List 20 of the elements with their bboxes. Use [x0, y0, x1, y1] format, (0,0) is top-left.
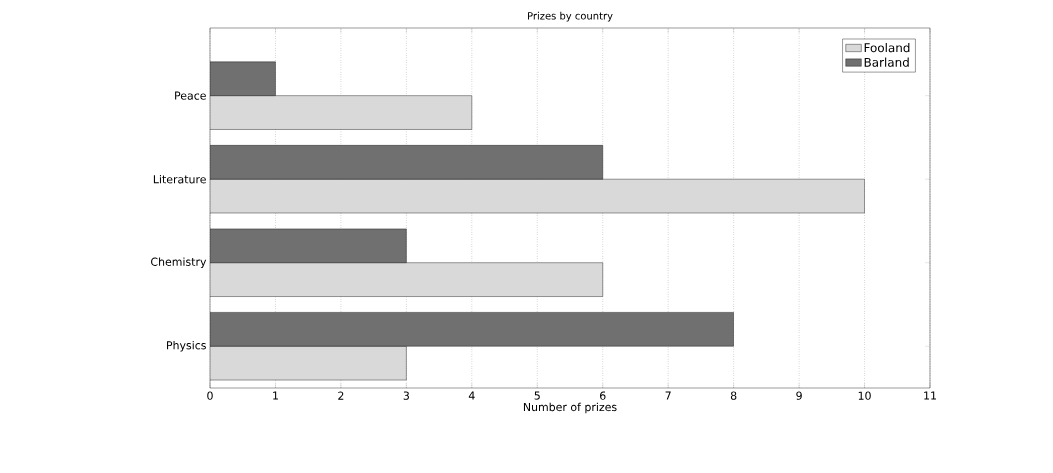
x-tick-label: 10: [858, 391, 871, 400]
x-tick-label: 4: [468, 391, 475, 400]
x-tick-label: 5: [534, 391, 540, 400]
chart-title: Prizes by country: [528, 11, 613, 22]
y-tick-label: Physics: [167, 340, 206, 352]
x-tick-label: 9: [796, 391, 802, 400]
x-axis-title: Number of prizes: [523, 402, 617, 414]
x-tick-label: 6: [600, 391, 606, 400]
x-tick-label: 1: [273, 391, 278, 400]
x-tick-label: 0: [207, 391, 213, 400]
x-tick-label: 3: [403, 391, 409, 400]
y-tick-label: Literature: [153, 174, 206, 184]
x-tick-label: 11: [924, 391, 936, 400]
legend-label: Barland: [864, 57, 909, 67]
y-tick-label: Peace: [175, 91, 206, 100]
x-tick-label: 7: [665, 391, 671, 400]
x-tick-label: 8: [730, 391, 737, 400]
x-tick-label: 2: [338, 391, 344, 400]
legend-label: Fooland: [864, 42, 910, 53]
y-tick-label: Chemistry: [151, 257, 207, 269]
